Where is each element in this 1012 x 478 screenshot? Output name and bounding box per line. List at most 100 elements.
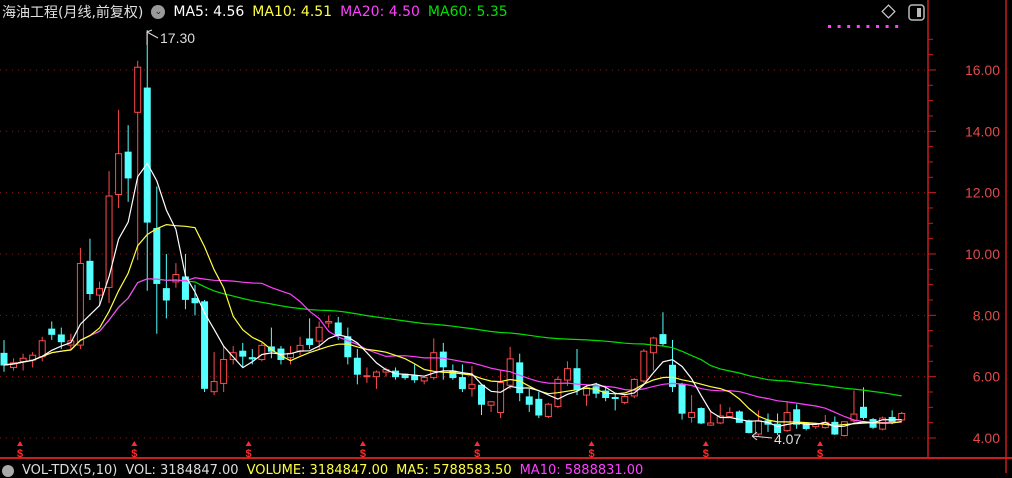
- candle-up: [325, 320, 333, 324]
- candle-down: [191, 297, 199, 304]
- moving-average-lines: [3, 162, 902, 428]
- candle-up: [315, 326, 323, 342]
- candle-down: [334, 322, 342, 337]
- ma10-line: [3, 223, 902, 427]
- candle-down: [306, 338, 314, 345]
- candle-down: [124, 151, 132, 179]
- candle-down: [239, 350, 247, 357]
- candle-up: [544, 403, 552, 418]
- vol-ma10-value: MA10: 5888831.00: [519, 463, 644, 478]
- ma20-value: MA20: 4.50: [340, 4, 420, 20]
- dividend-marker-icon: [245, 441, 252, 446]
- vol-value: VOL: 3184847.00: [125, 463, 239, 478]
- y-tick-label: 6.00: [973, 369, 1000, 385]
- ma5-line: [3, 162, 902, 428]
- candle-down: [573, 368, 581, 390]
- dividend-marker-label: $: [17, 448, 23, 460]
- candle-down: [57, 334, 65, 343]
- candle-down: [735, 411, 743, 423]
- dividend-markers: $ $ $ $ $ $ $ $: [17, 441, 823, 460]
- legend-dot: [856, 25, 860, 28]
- dividend-marker-label: $: [246, 448, 252, 460]
- candle-up: [220, 358, 228, 384]
- y-tick-label: 10.00: [965, 246, 1000, 262]
- y-tick-label: 4.00: [973, 430, 1000, 446]
- dividend-marker-icon: [17, 441, 23, 446]
- candle-down: [162, 288, 170, 301]
- high-label: 17.30: [160, 30, 195, 46]
- candle-down: [478, 384, 485, 405]
- legend-dot: [895, 25, 899, 28]
- dividend-marker-icon: [817, 441, 824, 446]
- candle-down: [697, 408, 705, 424]
- candle-down: [611, 397, 619, 400]
- candle-up: [640, 350, 648, 382]
- candle-down: [678, 383, 686, 414]
- dividend-marker-icon: [474, 441, 481, 446]
- candle-up: [707, 422, 715, 426]
- dividend-marker-icon: [131, 441, 138, 446]
- legend-dot: [837, 25, 841, 28]
- chart-header: 海油工程(月线,前复权) ⌄ MA5: 4.56 MA10: 4.51 MA20…: [2, 2, 508, 22]
- candle-up: [850, 413, 858, 422]
- candle-up: [716, 415, 724, 424]
- candle-down: [535, 398, 543, 416]
- candle-down: [659, 334, 667, 345]
- candle-down: [745, 420, 753, 433]
- candle-up: [840, 421, 848, 437]
- chevron-down-icon[interactable]: ⌄: [151, 5, 166, 19]
- candle-down: [353, 357, 361, 375]
- candle-up: [76, 262, 84, 346]
- candle-up: [563, 368, 571, 381]
- candle-down: [0, 352, 8, 366]
- candle-down: [248, 357, 256, 360]
- legend-dot: [876, 25, 879, 28]
- candle-up: [172, 274, 180, 283]
- candle-up: [430, 352, 438, 379]
- candle-up: [210, 381, 218, 393]
- candles: [0, 30, 906, 437]
- candle-up: [38, 340, 46, 358]
- panel-toggle-icon[interactable]: [908, 4, 925, 21]
- candle-down: [143, 87, 151, 223]
- candle-up: [898, 412, 906, 421]
- candle-up: [10, 362, 18, 368]
- legend-dot: [866, 25, 870, 28]
- candle-up: [621, 396, 629, 403]
- legend-dot: [847, 25, 851, 28]
- candle-down: [602, 390, 610, 399]
- y-tick-label: 16.00: [965, 62, 1000, 78]
- dividend-marker-icon: [359, 441, 366, 446]
- volume-panel-header: VOL-TDX(5,10) VOL: 3184847.00 VOLUME: 31…: [2, 463, 643, 478]
- y-tick-label: 8.00: [973, 307, 1000, 323]
- volume-settings-icon[interactable]: [2, 464, 14, 477]
- candle-up: [688, 412, 696, 418]
- ma10-value: MA10: 4.51: [252, 4, 333, 20]
- candle-up: [372, 371, 380, 378]
- candle-down: [525, 396, 533, 405]
- volume-value: VOLUME: 3184847.00: [246, 463, 389, 478]
- candle-up: [726, 412, 734, 418]
- dividend-marker-icon: [702, 441, 709, 446]
- low-annotation: 4.07: [751, 431, 801, 447]
- candle-down: [439, 351, 447, 368]
- vol-ma5-value: MA5: 5788583.50: [396, 463, 512, 478]
- candle-up: [105, 195, 113, 288]
- y-tick-label: 12.00: [965, 185, 1000, 201]
- y-tick-label: 14.00: [965, 123, 1000, 139]
- candle-up: [96, 288, 103, 296]
- ma20-line: [3, 277, 902, 424]
- dividend-marker-label: $: [703, 448, 709, 460]
- legend-dot: [885, 25, 889, 28]
- candle-down: [793, 409, 801, 425]
- candle-down: [860, 406, 867, 418]
- ma60-value: MA60: 5.35: [427, 4, 508, 20]
- diamond-icon[interactable]: [881, 4, 896, 19]
- candle-up: [134, 66, 142, 113]
- candle-down: [86, 260, 94, 295]
- dividend-marker-label: $: [817, 448, 823, 460]
- candle-up: [468, 383, 476, 390]
- candle-down: [153, 228, 161, 284]
